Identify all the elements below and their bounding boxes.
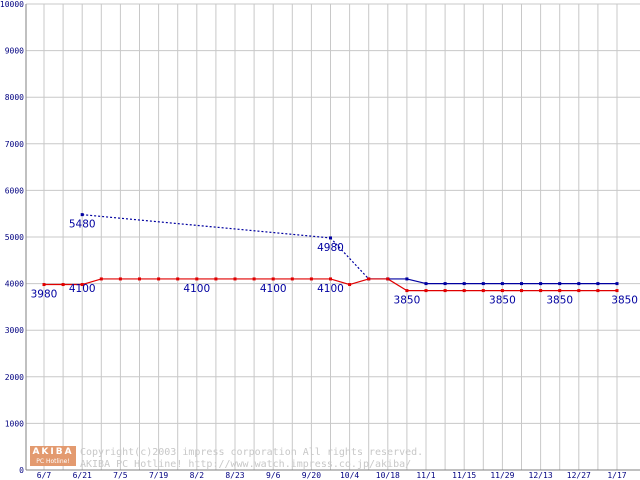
x-tick-label: 7/5 xyxy=(113,471,128,480)
akiba-logo: AKIBA PC Hotline! xyxy=(30,446,76,466)
series-1-point xyxy=(615,289,619,293)
series-1-point xyxy=(329,277,332,281)
series-0-point xyxy=(520,282,523,286)
series-0-point xyxy=(424,282,428,286)
x-tick-label: 12/27 xyxy=(567,471,591,480)
logo-top-text: AKIBA xyxy=(32,447,74,457)
y-tick-label: 10000 xyxy=(0,0,24,9)
data-label: 4100 xyxy=(317,283,344,295)
data-label: 3850 xyxy=(489,295,516,307)
series-1-point xyxy=(176,277,180,281)
data-label: 3850 xyxy=(394,295,421,307)
series-0-point xyxy=(443,282,447,286)
series-1-point xyxy=(539,289,543,293)
data-label: 4980 xyxy=(317,242,344,254)
y-tick-label: 9000 xyxy=(5,47,24,56)
series-1-point xyxy=(99,277,103,281)
series-0-point xyxy=(80,213,84,217)
series-1-point xyxy=(42,283,46,287)
x-tick-label: 11/15 xyxy=(452,471,476,480)
series-1-point xyxy=(596,289,600,293)
series-0-point xyxy=(481,282,485,286)
x-tick-label: 10/4 xyxy=(340,471,359,480)
x-tick-label: 10/18 xyxy=(376,471,400,480)
series-1-point xyxy=(252,277,256,281)
data-label: 5480 xyxy=(69,219,96,231)
data-label: 3850 xyxy=(611,295,638,307)
x-tick-label: 11/1 xyxy=(416,471,435,480)
series-1-point xyxy=(405,289,409,293)
x-tick-label: 6/21 xyxy=(73,471,92,480)
series-1-point xyxy=(309,277,313,281)
y-tick-label: 6000 xyxy=(5,186,24,195)
series-1-point xyxy=(233,277,237,281)
y-tick-label: 8000 xyxy=(5,93,24,102)
x-tick-label: 7/19 xyxy=(149,471,168,480)
series-1-point xyxy=(367,277,371,281)
series-0-segment xyxy=(406,278,427,285)
copyright-text: Copyright(c)2003 impress corporation All… xyxy=(80,447,423,458)
series-1-point xyxy=(195,277,199,281)
series-0-point xyxy=(405,277,409,281)
series-1-segment xyxy=(387,278,408,292)
x-tick-label: 11/29 xyxy=(490,471,514,480)
series-1-point xyxy=(290,277,294,281)
series-1-segment xyxy=(330,278,350,286)
site-url-text: AKIBA PC Hotline! http://www.watch.impre… xyxy=(80,459,411,470)
data-label: 3980 xyxy=(31,289,58,301)
series-1-segment xyxy=(349,278,369,286)
series-0-segment xyxy=(82,214,331,239)
series-1-point xyxy=(577,289,581,293)
series-0-point xyxy=(615,282,619,286)
series-1-point xyxy=(348,283,352,287)
y-tick-label: 1000 xyxy=(5,419,24,428)
data-label: 4100 xyxy=(69,283,96,295)
y-tick-label: 3000 xyxy=(5,326,24,335)
series-0-point xyxy=(539,282,543,286)
data-label: 3850 xyxy=(546,295,573,307)
series-1-point xyxy=(520,289,523,293)
series-1-point xyxy=(424,289,428,293)
y-tick-label: 2000 xyxy=(5,373,24,382)
series-1-point xyxy=(118,277,122,281)
data-label: 4100 xyxy=(260,283,287,295)
x-tick-label: 9/6 xyxy=(266,471,281,480)
y-tick-label: 7000 xyxy=(5,140,24,149)
x-tick-label: 8/2 xyxy=(190,471,205,480)
y-tick-label: 5000 xyxy=(5,233,24,242)
series-0-point xyxy=(462,282,466,286)
data-label: 4100 xyxy=(183,283,210,295)
logo-bottom-text: PC Hotline! xyxy=(36,458,70,465)
series-1-point xyxy=(80,283,84,287)
series-1-point xyxy=(558,289,562,293)
series-0-point xyxy=(558,282,562,286)
series-1-point xyxy=(481,289,485,293)
x-tick-label: 1/17 xyxy=(607,471,626,480)
series-1-point xyxy=(386,277,390,281)
series-1-point xyxy=(500,289,504,293)
series-1-point xyxy=(214,277,218,281)
series-0-point xyxy=(329,236,332,240)
x-tick-label: 9/20 xyxy=(302,471,321,480)
series-0-segment xyxy=(330,237,370,280)
series-0-point xyxy=(596,282,600,286)
series-1-point xyxy=(138,277,141,281)
y-tick-label: 0 xyxy=(19,466,24,475)
series-1-point xyxy=(462,289,466,293)
x-tick-label: 8/23 xyxy=(225,471,244,480)
series-1-segment xyxy=(82,278,102,286)
series-0-point xyxy=(577,282,581,286)
series-1-point xyxy=(271,277,275,281)
y-tick-label: 4000 xyxy=(5,280,24,289)
x-tick-label: 6/7 xyxy=(37,471,52,480)
series-1-point xyxy=(157,277,161,281)
series-1-point xyxy=(443,289,447,293)
x-tick-label: 12/13 xyxy=(529,471,553,480)
series-0-point xyxy=(500,282,504,286)
series-1-point xyxy=(61,283,65,287)
